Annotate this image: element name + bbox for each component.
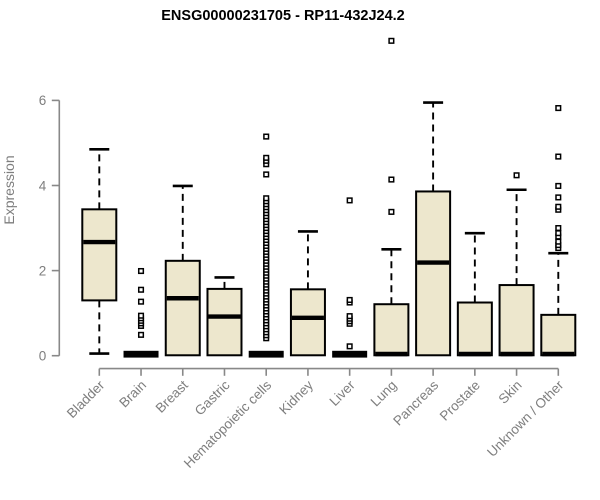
outlier-point <box>555 230 562 237</box>
outlier-point <box>388 176 395 183</box>
y-tick-label: 6 <box>39 93 47 108</box>
outlier-point <box>555 182 562 189</box>
outlier-point <box>346 343 353 350</box>
iqr-box <box>289 288 326 357</box>
outlier-point <box>513 172 520 179</box>
outlier-point <box>137 286 145 293</box>
collapsed-box <box>123 350 159 358</box>
chart-title: ENSG00000231705 - RP11-432J24.2 <box>161 8 404 24</box>
y-axis: 0 2 4 6 Expression <box>1 93 61 364</box>
outlier-point <box>388 208 395 215</box>
iqr-box <box>164 259 201 357</box>
outlier-point <box>555 225 562 232</box>
iqr-box <box>456 301 493 357</box>
outlier-point <box>346 197 353 204</box>
x-tick-label-bladder: Bladder <box>64 377 108 421</box>
iqr-box <box>415 190 452 357</box>
outlier-point <box>137 331 145 338</box>
iqr-box <box>498 284 535 357</box>
outlier-point <box>137 267 145 275</box>
x-tick-label-prostate: Prostate <box>437 378 483 424</box>
outlier-point <box>555 194 562 201</box>
x-tick-label-skin: Skin <box>496 378 525 407</box>
boxplot-hematopoietic-cells <box>248 133 284 358</box>
outlier-point <box>137 298 145 305</box>
iqr-box <box>373 303 410 357</box>
y-tick-label: 2 <box>39 263 47 278</box>
iqr-box <box>206 287 243 357</box>
outlier-point <box>263 171 270 178</box>
x-tick-label-gastric: Gastric <box>192 377 233 418</box>
x-tick-label-pancreas: Pancreas <box>390 377 441 428</box>
boxplot-brain <box>123 267 159 358</box>
outlier-point <box>555 238 562 245</box>
x-tick-label-kidney: Kidney <box>276 377 316 417</box>
outlier-point <box>346 296 353 304</box>
boxplot-pancreas <box>415 101 452 357</box>
x-tick-label-liver: Liver <box>326 377 358 409</box>
x-tick-label-unknown-other: Unknown / Other <box>484 377 567 460</box>
boxplot-bladder <box>81 148 118 355</box>
outlier-point <box>555 105 562 112</box>
iqr-box <box>540 313 577 357</box>
boxplot-lung <box>373 37 410 357</box>
boxplot-unknown-other <box>540 105 577 357</box>
boxplot-gastric <box>206 276 243 357</box>
x-tick-label-breast: Breast <box>153 377 191 415</box>
x-tick-label-lung: Lung <box>368 378 400 410</box>
y-tick-label: 0 <box>39 349 47 364</box>
boxplot-breast <box>164 184 201 357</box>
boxplot-prostate <box>456 231 493 357</box>
outlier-point <box>263 133 270 140</box>
outlier-point <box>263 154 270 161</box>
y-tick-label: 4 <box>39 178 47 193</box>
outlier-point <box>263 195 270 202</box>
boxplot-liver <box>332 197 368 358</box>
collapsed-box <box>332 350 368 358</box>
outlier-point <box>346 313 353 320</box>
y-axis-title: Expression <box>1 155 17 224</box>
outlier-point <box>555 153 562 160</box>
iqr-box <box>81 208 118 302</box>
boxplot-skin <box>498 172 535 357</box>
boxplot-kidney <box>289 230 326 357</box>
outlier-point <box>388 37 395 44</box>
outlier-point <box>555 203 562 210</box>
x-tick-label-brain: Brain <box>116 378 149 411</box>
collapsed-box <box>248 350 284 358</box>
outlier-point <box>137 312 145 319</box>
